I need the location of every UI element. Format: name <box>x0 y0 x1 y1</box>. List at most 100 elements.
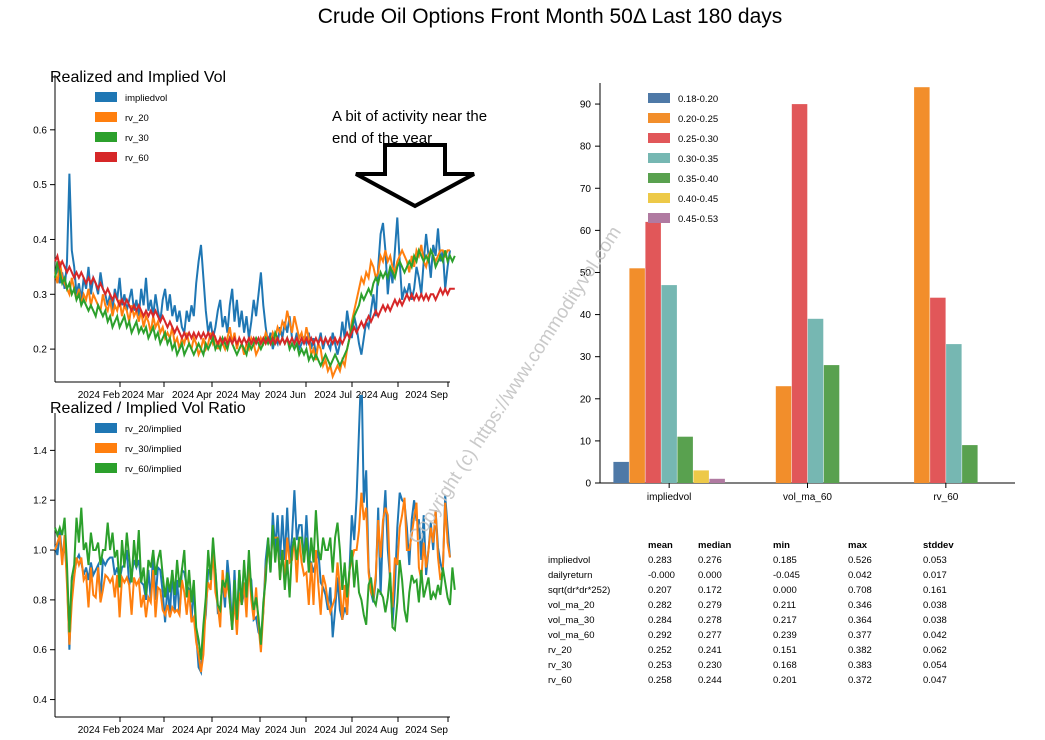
bar-vol_ma_60-0.30-0.35 <box>807 318 824 483</box>
table-cell: dailyreturn <box>548 570 593 581</box>
bar-impliedvol-0.45-0.53 <box>709 478 725 483</box>
stats-header-row: mean median min max stddev <box>548 538 983 553</box>
y-tick-label: 0 <box>585 479 591 490</box>
y-tick-label: 80 <box>580 142 592 153</box>
legend-swatch <box>648 133 670 143</box>
y-tick-label: 0.6 <box>33 125 47 136</box>
x-tick-label: vol_ma_60 <box>783 492 832 503</box>
table-cell: 0.377 <box>848 630 872 641</box>
legend-label: rv_20/implied <box>125 424 182 435</box>
table-cell: 0.161 <box>923 585 947 596</box>
table-row: vol_ma_60 0.292 0.277 0.239 0.377 0.042 <box>548 628 983 643</box>
legend-label: 0.40-0.45 <box>678 194 718 205</box>
table-cell: 0.278 <box>698 615 722 626</box>
table-row: dailyreturn -0.000 0.000 -0.045 0.042 0.017 <box>548 568 983 583</box>
x-tick-label: 2024 May <box>216 725 260 736</box>
legend-swatch <box>95 152 117 162</box>
table-row: rv_30 0.253 0.230 0.168 0.383 0.054 <box>548 658 983 673</box>
x-tick-label: 2024 Jul <box>314 390 352 401</box>
table-cell: 0.372 <box>848 675 872 686</box>
bar-impliedvol-0.25-0.30 <box>645 221 661 483</box>
bar-impliedvol-0.20-0.25 <box>629 268 645 483</box>
legend-swatch <box>95 423 117 433</box>
table-cell: 0.292 <box>648 630 672 641</box>
table-cell: 0.017 <box>923 570 947 581</box>
table-cell: 0.151 <box>773 645 797 656</box>
x-tick-label: 2024 Feb <box>78 725 121 736</box>
bar-rv_60-0.35-0.40 <box>962 445 978 483</box>
y-tick-label: 90 <box>580 100 592 111</box>
legend-label: 0.25-0.30 <box>678 134 718 145</box>
table-cell: 0.284 <box>648 615 672 626</box>
table-cell: 0.000 <box>698 570 722 581</box>
table-cell: 0.252 <box>648 645 672 656</box>
chart-title: Realized / Implied Vol Ratio <box>50 400 246 417</box>
vol-ratio-chart: Realized / Implied Vol Ratio 0.4 0.6 0.8 1.0… <box>33 395 456 736</box>
y-tick-label: 0.8 <box>33 595 47 606</box>
legend-label: 0.18-0.20 <box>678 94 718 105</box>
table-cell: 0.241 <box>698 645 722 656</box>
legend-swatch <box>95 112 117 122</box>
bar-rv_60-0.20-0.25 <box>914 87 930 483</box>
legend-swatch <box>648 193 670 203</box>
legend-swatch <box>648 113 670 123</box>
table-cell: 0.382 <box>848 645 872 656</box>
stats-header-cell: max <box>848 540 868 551</box>
table-cell: 0.042 <box>923 630 947 641</box>
y-tick-label: 0.4 <box>33 695 47 706</box>
table-cell: 0.201 <box>773 675 797 686</box>
legend-swatch <box>648 93 670 103</box>
legend-label: 0.35-0.40 <box>678 174 718 185</box>
x-tick-label: 2024 Sep <box>405 725 448 736</box>
table-cell: 0.258 <box>648 675 672 686</box>
table-cell: 0.038 <box>923 600 947 611</box>
x-tick-label: 2024 Mar <box>122 390 165 401</box>
table-cell: vol_ma_30 <box>548 615 595 626</box>
bar-impliedvol-0.18-0.20 <box>613 461 629 483</box>
table-cell: 0.042 <box>848 570 872 581</box>
table-cell: rv_20 <box>548 645 572 656</box>
stats-header-cell: min <box>773 540 790 551</box>
legend-label: rv_30/implied <box>125 444 182 455</box>
bar-impliedvol-0.40-0.45 <box>693 470 709 483</box>
table-cell: rv_60 <box>548 675 572 686</box>
y-tick-label: 0.2 <box>33 345 47 356</box>
realized-implied-vol-chart: Realized and Implied Vol 0.2 0.3 0.4 0.5 0.6 2… <box>33 69 456 401</box>
table-cell: 0.230 <box>698 660 722 671</box>
table-cell: 0.708 <box>848 585 872 596</box>
table-cell: 0.053 <box>923 555 947 566</box>
page-title: Crude Oil Options Front Month 50Δ Last 1… <box>317 5 783 28</box>
legend-label: impliedvol <box>125 93 167 104</box>
legend-swatch <box>95 132 117 142</box>
x-tick-label: 2024 Apr <box>172 390 213 401</box>
stats-header-cell: median <box>698 540 732 551</box>
y-tick-label: 0.5 <box>33 180 47 191</box>
stats-table: mean median min max stddev impliedvol 0.2… <box>548 538 983 688</box>
table-row: rv_20 0.252 0.241 0.151 0.382 0.062 <box>548 643 983 658</box>
table-cell: vol_ma_60 <box>548 630 595 641</box>
table-cell: 0.383 <box>848 660 872 671</box>
table-cell: 0.277 <box>698 630 722 641</box>
x-tick-label: 2024 Aug <box>356 725 398 736</box>
table-cell: 0.185 <box>773 555 797 566</box>
x-tick-label: 2024 Jul <box>314 725 352 736</box>
y-tick-label: 10 <box>580 436 592 447</box>
table-cell: 0.239 <box>773 630 797 641</box>
y-tick-label: 0.6 <box>33 645 47 656</box>
x-tick-label: 2024 Jun <box>265 725 306 736</box>
table-cell: -0.000 <box>648 570 675 581</box>
legend-swatch <box>648 213 670 223</box>
table-cell: 0.000 <box>773 585 797 596</box>
stats-header-cell: stddev <box>923 540 954 551</box>
table-cell: 0.172 <box>698 585 722 596</box>
legend-swatch <box>95 463 117 473</box>
x-tick-label: 2024 Feb <box>78 390 121 401</box>
table-row: vol_ma_20 0.282 0.279 0.211 0.346 0.038 <box>548 598 983 613</box>
x-tick-label: 2024 Sep <box>405 390 448 401</box>
x-tick-label: 2024 Apr <box>172 725 213 736</box>
legend-swatch <box>95 92 117 102</box>
y-tick-label: 20 <box>580 394 592 405</box>
bar-vol_ma_60-0.35-0.40 <box>823 365 840 483</box>
table-cell: 0.047 <box>923 675 947 686</box>
table-cell: 0.217 <box>773 615 797 626</box>
